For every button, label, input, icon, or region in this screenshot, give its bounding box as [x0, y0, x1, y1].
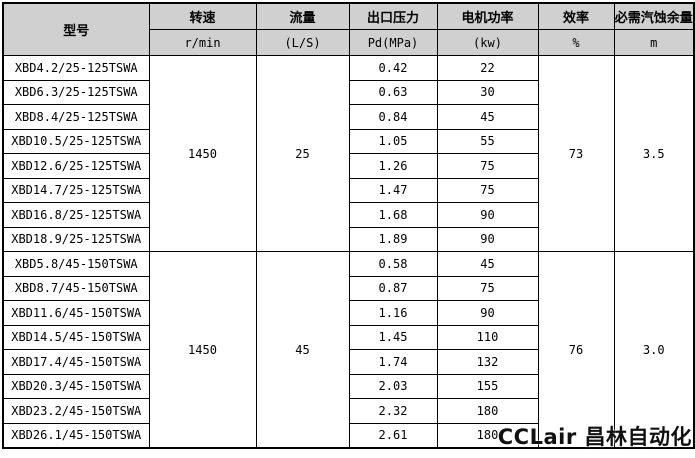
cell-pressure: 1.74 [348, 349, 438, 375]
table-row: XBD4.2/25-125TSWA 1450 25 0.42 22 73 3.5 [2, 55, 695, 252]
cell-pressure: 2.32 [348, 398, 438, 424]
cell-model: XBD26.1/45-150TSWA [2, 422, 150, 449]
table-row: XBD17.4/45-150TSWA 1.74 132 [2, 349, 694, 375]
header-npsh: 必需汽蚀余量 [613, 2, 695, 30]
cell-model: XBD10.5/25-125TSWA [2, 128, 150, 154]
cell-model: XBD8.7/45-150TSWA [2, 275, 150, 301]
cell-power: 90 [436, 202, 539, 228]
cell-pressure: 1.26 [348, 153, 438, 179]
header-flow: 流量 [255, 2, 350, 30]
cell-power: 180 [436, 398, 539, 424]
table-header: 型号 转速 流量 出口压力 电机功率 效率 必需汽蚀余量 r/min (L/S)… [2, 2, 695, 56]
cell-power: 90 [436, 226, 539, 252]
table-row: XBD6.3/25-125TSWA 0.63 30 [2, 79, 694, 105]
pump-spec-table: 型号 转速 流量 出口压力 电机功率 效率 必需汽蚀余量 r/min (L/S)… [2, 2, 695, 449]
cell-pressure: 1.16 [348, 300, 438, 326]
cell-pressure: 1.68 [348, 202, 438, 228]
cell-power: 45 [436, 251, 539, 277]
cell-power: 75 [436, 153, 539, 179]
table-row: XBD5.8/45-150TSWA 1450 45 0.58 45 76 3.0 [2, 251, 695, 449]
cell-pressure: 2.03 [348, 373, 438, 399]
table-row: XBD10.5/25-125TSWA 1.05 55 [2, 128, 694, 154]
unit-flow: (L/S) [255, 29, 350, 56]
unit-npsh: m [613, 29, 695, 56]
cell-speed: 1450 [148, 251, 257, 449]
cell-model: XBD18.9/25-125TSWA [2, 226, 150, 252]
cell-npsh: 3.0 [613, 251, 695, 449]
cell-pressure: 2.61 [348, 422, 438, 449]
cell-power: 75 [436, 177, 539, 203]
table-row: XBD8.4/25-125TSWA 0.84 45 [2, 104, 694, 130]
cell-pressure: 0.63 [348, 79, 438, 105]
cell-model: XBD23.2/45-150TSWA [2, 398, 150, 424]
header-row-labels: 型号 转速 流量 出口压力 电机功率 效率 必需汽蚀余量 [2, 2, 695, 56]
cell-pressure: 0.84 [348, 104, 438, 130]
table-row: XBD14.7/25-125TSWA 1.47 75 [2, 177, 694, 203]
unit-speed: r/min [148, 29, 257, 56]
table-body: XBD4.2/25-125TSWA 1450 25 0.42 22 73 3.5 XBD6.3… [2, 55, 695, 449]
table-row: XBD11.6/45-150TSWA 1.16 90 [2, 300, 694, 326]
table-row: XBD20.3/45-150TSWA 2.03 155 [2, 373, 694, 399]
cell-model: XBD14.5/45-150TSWA [2, 324, 150, 350]
cell-model: XBD12.6/25-125TSWA [2, 153, 150, 179]
cell-model: XBD11.6/45-150TSWA [2, 300, 150, 326]
cell-pressure: 0.58 [348, 251, 438, 277]
cell-model: XBD16.8/25-125TSWA [2, 202, 150, 228]
table-row: XBD14.5/45-150TSWA 1.45 110 [2, 324, 694, 350]
cell-pressure: 0.87 [348, 275, 438, 301]
cell-model: XBD5.8/45-150TSWA [2, 251, 150, 277]
table-row: XBD12.6/25-125TSWA 1.26 75 [2, 153, 694, 179]
cell-npsh: 3.5 [613, 55, 695, 252]
cell-power: 75 [436, 275, 539, 301]
watermark: CCLair 昌林自动化 [497, 425, 692, 449]
unit-power: (kw) [436, 29, 539, 56]
cell-model: XBD4.2/25-125TSWA [2, 55, 150, 81]
header-row-units: r/min (L/S) Pd(MPa) (kw) % m [3, 29, 695, 56]
cell-pressure: 1.89 [348, 226, 438, 252]
cell-power: 132 [436, 349, 539, 375]
cell-efficiency: 76 [537, 251, 615, 449]
header-model: 型号 [2, 2, 150, 56]
unit-efficiency: % [537, 29, 615, 56]
cell-efficiency: 73 [537, 55, 615, 252]
table-row: XBD16.8/25-125TSWA 1.68 90 [2, 202, 694, 228]
cell-flow: 25 [255, 55, 350, 252]
header-efficiency: 效率 [537, 2, 615, 30]
cell-power: 90 [436, 300, 539, 326]
cell-power: 180 [436, 422, 539, 449]
cell-model: XBD6.3/25-125TSWA [2, 79, 150, 105]
header-speed: 转速 [148, 2, 257, 30]
table-row: XBD18.9/25-125TSWA 1.89 90 [2, 226, 694, 252]
cell-power: 45 [436, 104, 539, 130]
table-row: XBD26.1/45-150TSWA 2.61 180 [2, 422, 694, 449]
cell-power: 22 [436, 55, 539, 81]
cell-pressure: 1.45 [348, 324, 438, 350]
header-power: 电机功率 [436, 2, 539, 30]
cell-model: XBD17.4/45-150TSWA [2, 349, 150, 375]
cell-pressure: 1.47 [348, 177, 438, 203]
cell-speed: 1450 [148, 55, 257, 252]
header-pressure: 出口压力 [348, 2, 438, 30]
cell-flow: 45 [255, 251, 350, 449]
cell-power: 110 [436, 324, 539, 350]
table-row: XBD23.2/45-150TSWA 2.32 180 [2, 398, 694, 424]
cell-pressure: 0.42 [348, 55, 438, 81]
unit-pressure: Pd(MPa) [348, 29, 438, 56]
cell-pressure: 1.05 [348, 128, 438, 154]
cell-model: XBD8.4/25-125TSWA [2, 104, 150, 130]
cell-power: 30 [436, 79, 539, 105]
cell-power: 55 [436, 128, 539, 154]
cell-power: 155 [436, 373, 539, 399]
cell-model: XBD14.7/25-125TSWA [2, 177, 150, 203]
cell-model: XBD20.3/45-150TSWA [2, 373, 150, 399]
